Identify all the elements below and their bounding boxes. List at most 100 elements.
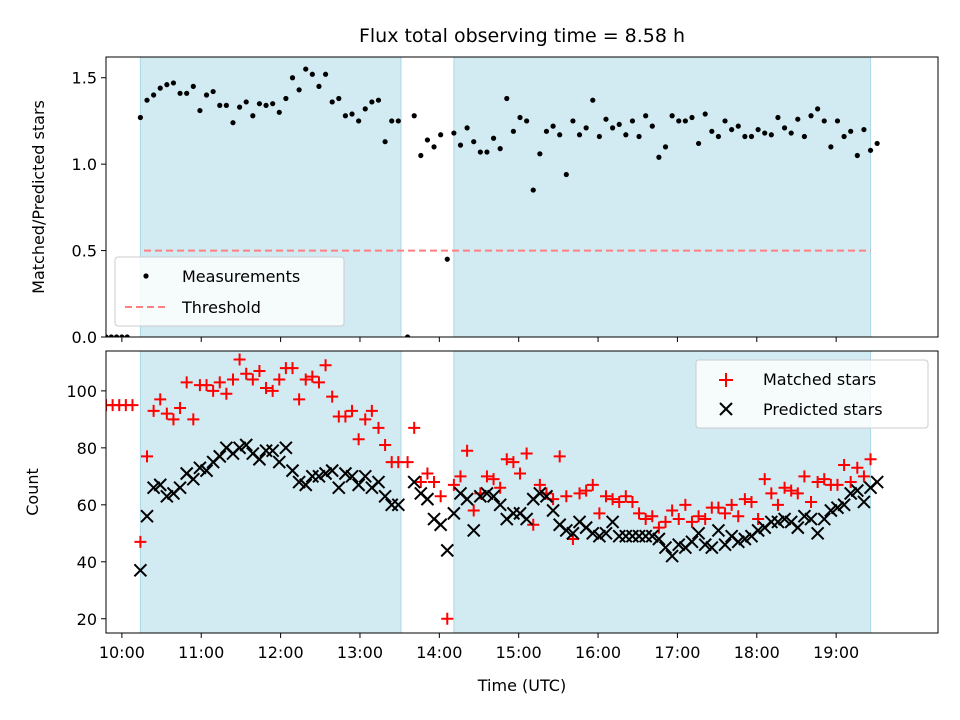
measurements-point (170, 80, 177, 86)
predicted-stars-point (232, 441, 247, 455)
matched-stars-point (514, 467, 527, 480)
matched-stars-point (141, 450, 154, 463)
matched-stars-point (160, 407, 173, 420)
matched-stars-point (778, 481, 791, 494)
predicted-stars-point (160, 489, 174, 503)
matched-stars-point (319, 359, 332, 372)
count-y-axis-label: Count (23, 468, 42, 516)
matched-stars-point (414, 476, 427, 489)
measurements-point (243, 99, 249, 105)
matched-stars-point (365, 404, 378, 417)
matched-stars-point (187, 413, 200, 426)
measurements-point (735, 123, 741, 129)
measurements-point (411, 113, 417, 119)
matched-stars-point (487, 473, 500, 486)
matched-stars-point (346, 404, 359, 417)
legend-matched-label: Matched stars (763, 370, 876, 389)
matched-stars-point (679, 498, 692, 511)
predicted-stars-point (539, 489, 554, 503)
x-tick-label: 13:00 (337, 643, 383, 662)
x-tick-label: 14:00 (416, 643, 462, 662)
matched-stars-point (306, 370, 319, 383)
measurements-point (283, 95, 289, 102)
matched-stars-point (220, 387, 233, 400)
matched-stars-point (619, 490, 632, 503)
matched-stars-point (134, 535, 147, 548)
predicted-stars-point (870, 475, 884, 489)
x-axis-label: Time (UTC) (477, 676, 566, 695)
predicted-stars-point (173, 481, 187, 495)
measurements-point (795, 116, 801, 122)
measurements-point (144, 97, 150, 103)
measurements-point (303, 66, 309, 72)
y-tick-label: 20 (77, 610, 97, 629)
predicted-stars-point (566, 526, 580, 541)
predicted-stars-point (312, 469, 326, 484)
x-tick-label: 11:00 (178, 643, 224, 662)
observing-interval-1 (453, 57, 871, 337)
measurements-point (137, 114, 143, 121)
predicted-stars-point (817, 512, 831, 526)
matched-stars-point (798, 470, 811, 483)
matched-stars-point (421, 467, 434, 480)
predicted-stars-point (279, 441, 293, 455)
predicted-stars-point (533, 486, 547, 501)
measurements-point (755, 126, 761, 133)
measurements-point (834, 118, 841, 124)
predicted-stars-point (391, 498, 406, 512)
predicted-stars-point (777, 512, 792, 526)
measurements-point (113, 334, 120, 337)
count-legend-box (695, 359, 929, 429)
matched-stars-point (180, 376, 193, 389)
matched-stars-point (454, 470, 467, 483)
measurements-point (729, 126, 735, 133)
matched-stars-point (507, 456, 520, 469)
predicted-stars-point (771, 515, 785, 529)
predicted-stars-point (665, 549, 679, 563)
measurements-point (296, 87, 302, 93)
predicted-stars-point (146, 481, 161, 495)
predicted-stars-point (837, 498, 851, 512)
predicted-stars-point (213, 449, 227, 464)
measurements-point (643, 113, 649, 119)
predicted-stars-point (857, 495, 871, 509)
matched-stars-point (685, 515, 698, 528)
matched-stars-point (765, 487, 778, 500)
predicted-stars-point (586, 526, 600, 541)
predicted-stars-point (447, 506, 461, 521)
matched-stars-point (352, 433, 365, 446)
predicted-stars-point (830, 500, 845, 515)
matched-stars-point (233, 353, 246, 366)
predicted-stars-point (433, 518, 448, 532)
matched-stars-point (533, 478, 546, 491)
measurements-point (157, 85, 163, 91)
predicted-stars-point (272, 455, 286, 469)
measurements-point (742, 133, 748, 140)
y-tick-label: 40 (77, 553, 97, 572)
matched-stars-point (428, 476, 441, 489)
measurements-point (702, 111, 708, 117)
matched-stars-point (738, 493, 751, 506)
count-panel: 20 40 60 80 100 10:00 11:00 12:00 13:00 14:00 15:… (23, 350, 939, 695)
count-legend: Matched stars Predicted stars (695, 359, 929, 429)
measurements-point (217, 102, 223, 108)
y-tick-label: 0.5 (72, 242, 97, 261)
measurements-point (557, 132, 563, 138)
matched-stars-point (379, 439, 392, 451)
matched-stars-point (633, 507, 646, 520)
matched-stars-point (286, 362, 299, 375)
matched-stars-point (580, 484, 593, 497)
matched-stars-point (434, 490, 447, 503)
measurements-point (517, 114, 523, 121)
matched-stars-point (253, 364, 266, 377)
measurements-point (583, 125, 589, 131)
measurements-point (223, 102, 229, 108)
measurements-point (768, 132, 774, 138)
measurements-point (119, 334, 125, 337)
measurements-point (356, 118, 362, 124)
ratio-y-axis-label: Matched/Predicted stars (29, 100, 48, 294)
predicted-stars-point (493, 498, 507, 512)
predicted-stars-point (378, 489, 392, 503)
matched-stars-point (299, 373, 312, 386)
measurements-point (203, 92, 210, 98)
